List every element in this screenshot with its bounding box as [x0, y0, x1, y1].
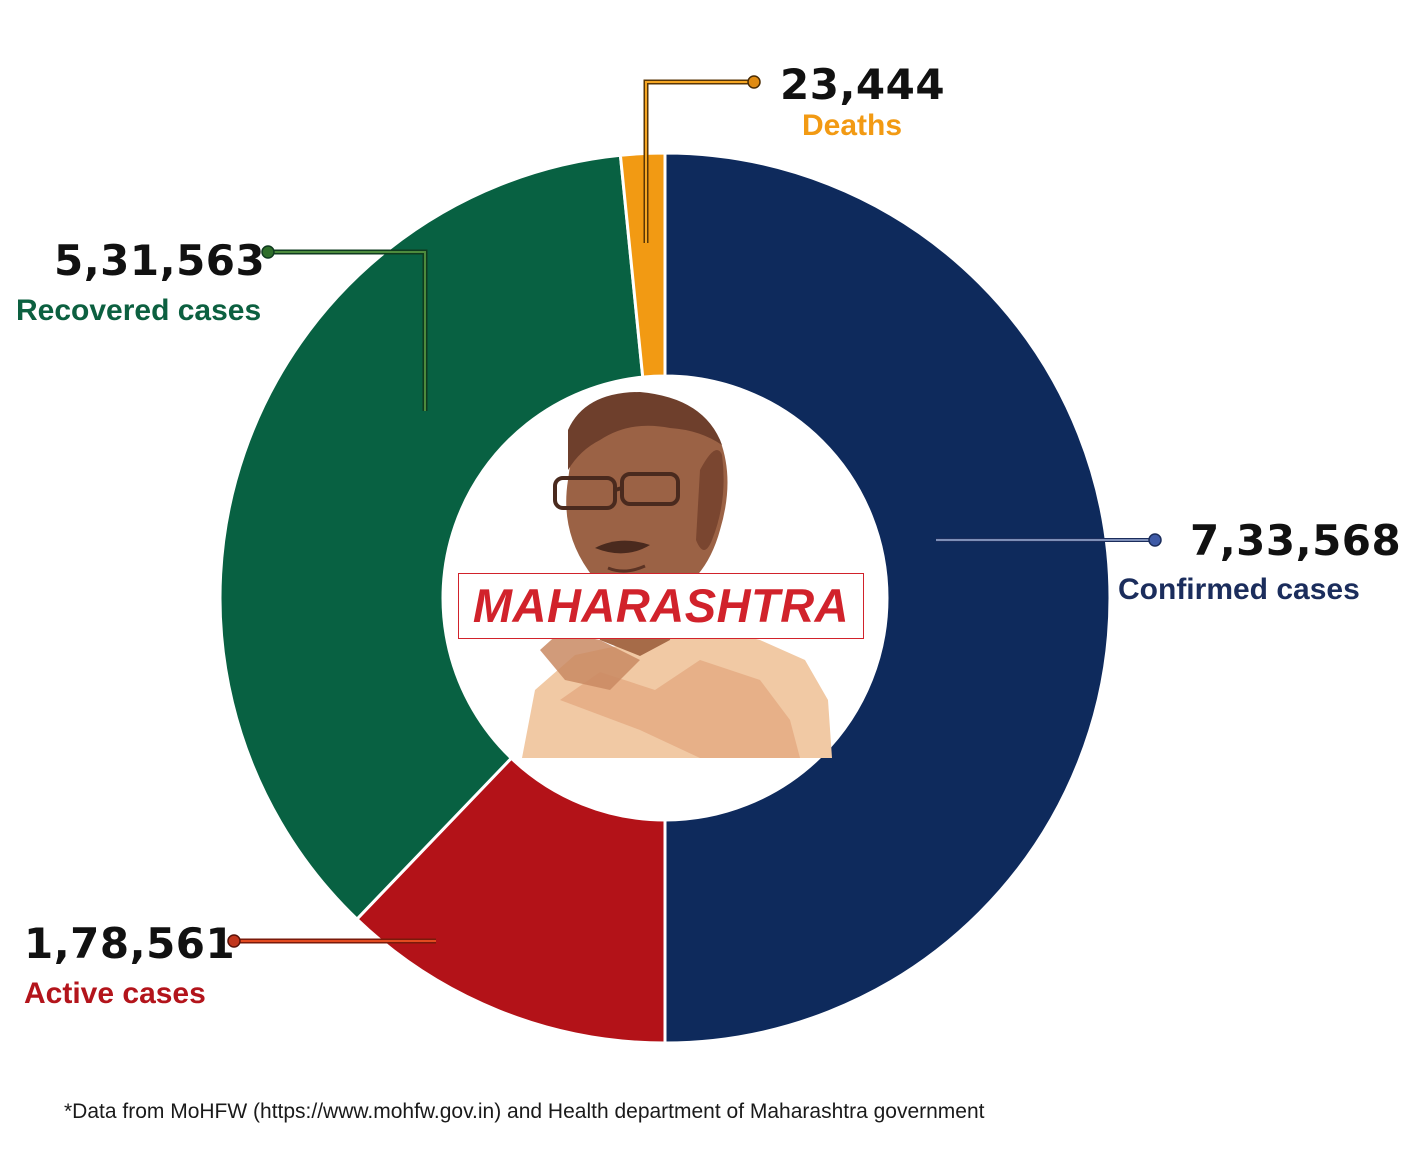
active-name-label: Active cases [24, 977, 206, 1010]
deaths-value-label: 23,444 [780, 60, 946, 109]
slice-recovered [218, 153, 645, 922]
confirmed-name-label: Confirmed cases [1118, 573, 1360, 606]
leader-confirmed [936, 533, 1162, 547]
recovered-name-label: Recovered cases [16, 294, 262, 327]
slice-active [354, 756, 667, 1045]
leader-active [227, 934, 436, 948]
slice-confirmed [663, 151, 1112, 1045]
deaths-name-label: Deaths [802, 109, 903, 142]
slice-deaths [618, 151, 667, 379]
leader-lines [227, 75, 1162, 948]
donut-slices [218, 151, 1112, 1045]
active-value-label: 1,78,561 [24, 919, 236, 968]
leader-recovered [261, 245, 428, 411]
portrait-illustration [522, 392, 832, 758]
center-title-badge: MAHARASHTRA [458, 573, 864, 639]
confirmed-value-label: 7,33,568 [1190, 516, 1402, 565]
source-footnote: *Data from MoHFW (https://www.mohfw.gov.… [64, 1100, 985, 1123]
leader-deaths [643, 75, 761, 243]
recovered-value-label: 5,31,563 [54, 236, 266, 285]
